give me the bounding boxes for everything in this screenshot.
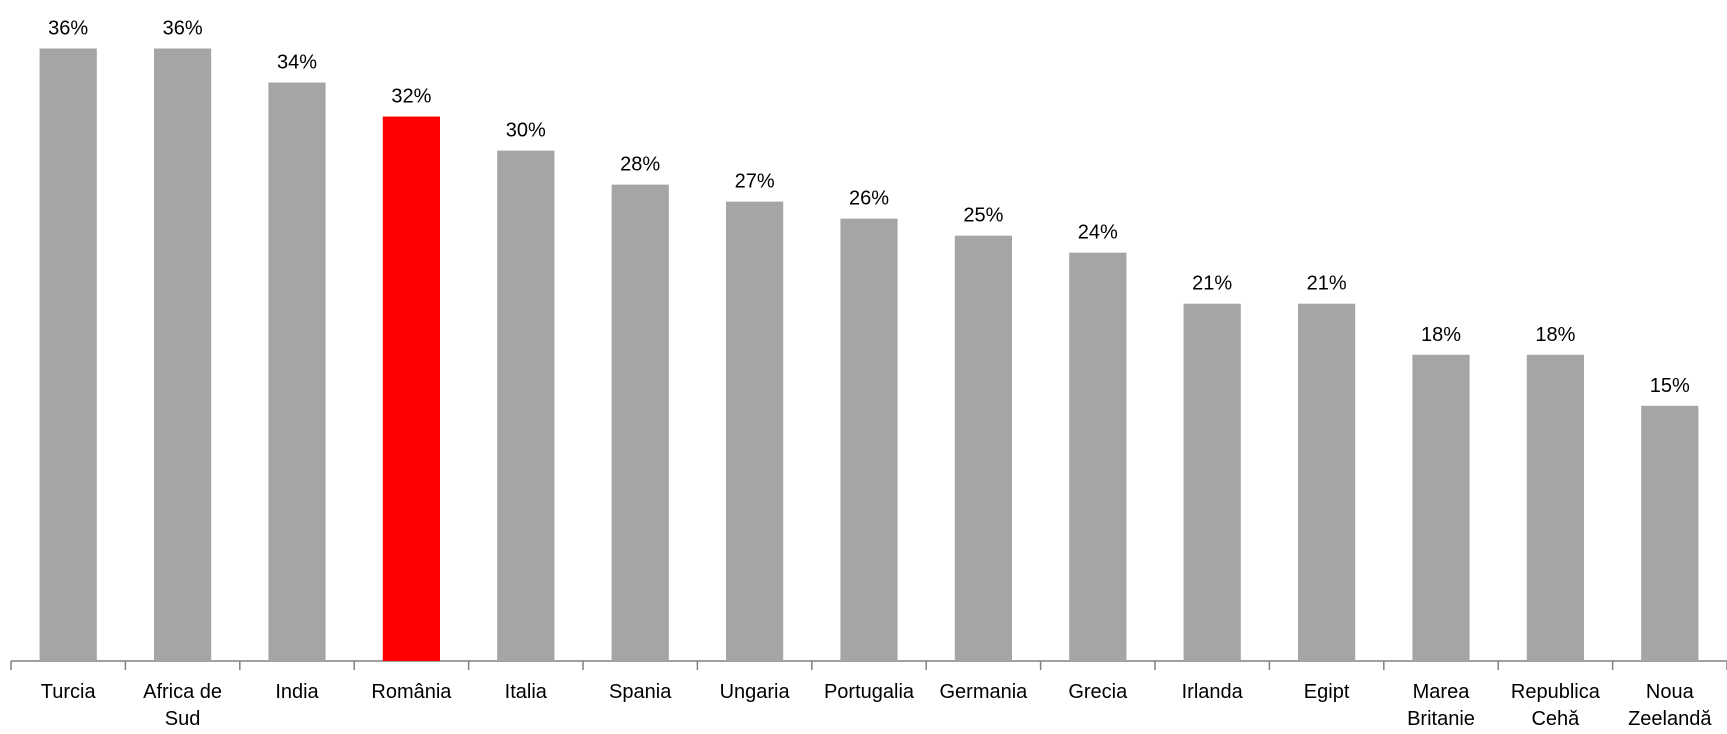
bar [1526, 354, 1584, 661]
value-label: 25% [963, 205, 1003, 227]
bar [954, 235, 1012, 661]
x-tick-label: Grecia [1068, 681, 1128, 703]
bar [1412, 354, 1470, 661]
x-tick-label: Italia [505, 681, 548, 703]
x-tick-label: Ungaria [720, 681, 791, 703]
x-tick-label: Noua Zeelandă [1628, 681, 1712, 730]
value-label: 36% [163, 18, 203, 40]
value-label: 36% [48, 18, 88, 40]
bar [611, 184, 669, 661]
x-tick-label: Republica Cehă [1511, 681, 1601, 730]
value-label: 18% [1421, 324, 1461, 346]
bar [497, 150, 555, 662]
value-label: 32% [391, 86, 431, 108]
value-label: 24% [1078, 222, 1118, 244]
x-tick-label: Marea Britanie [1407, 681, 1475, 730]
value-label: 30% [506, 120, 546, 142]
bar [1069, 252, 1127, 661]
x-tick-label: Africa de Sud [143, 681, 222, 730]
bar [1641, 405, 1699, 661]
x-tick-label: Germania [939, 681, 1028, 703]
bar [1183, 303, 1241, 661]
bar [39, 48, 97, 661]
value-label: 26% [849, 188, 889, 210]
x-tick-label: Egipt [1304, 681, 1350, 703]
value-label: 15% [1650, 375, 1690, 397]
bar [268, 82, 326, 662]
bar [726, 201, 784, 661]
value-label: 21% [1192, 273, 1232, 295]
x-tick-label: România [371, 681, 452, 703]
value-label: 34% [277, 52, 317, 74]
value-label: 27% [735, 171, 775, 193]
x-tick-label: Spania [609, 681, 672, 703]
value-label: 28% [620, 154, 660, 176]
x-tick-label: Irlanda [1182, 681, 1244, 703]
value-label: 21% [1307, 273, 1347, 295]
x-tick-label: Portugalia [824, 681, 915, 703]
x-tick-label: Turcia [41, 681, 97, 703]
x-tick-label: India [275, 681, 319, 703]
bar [154, 48, 212, 661]
bar [840, 218, 898, 661]
value-label: 18% [1535, 324, 1575, 346]
bar [1298, 303, 1356, 661]
bar [382, 116, 440, 662]
